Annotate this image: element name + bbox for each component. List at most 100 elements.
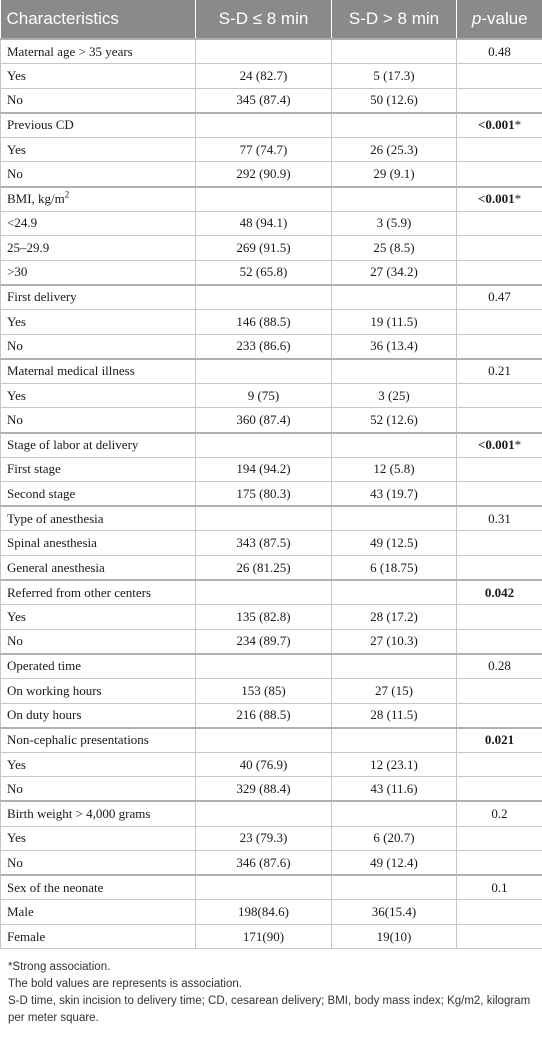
count-le-8: 175 (80.3) — [195, 481, 332, 507]
category-label-text: Maternal medical illness — [7, 363, 135, 379]
table-row: Yes 23 (79.3) 6 (20.7) — [0, 825, 542, 852]
empty-cell — [331, 874, 457, 901]
category-row: Operated time 0.28 — [0, 652, 542, 679]
count-gt-8: 52 (12.6) — [331, 407, 457, 433]
subgroup-label: Yes — [0, 309, 196, 335]
count-gt-8: 3 (5.9) — [331, 210, 457, 237]
count-gt-8: 49 (12.5) — [331, 530, 457, 556]
p-value: 0.2 — [456, 800, 542, 827]
header-sd-gt-8: S-D > 8 min — [331, 0, 457, 39]
count-gt-8: 5 (17.3) — [331, 63, 457, 89]
count-le-8: 146 (88.5) — [195, 309, 332, 335]
empty-cell — [456, 235, 542, 261]
count-gt-8: 27 (15) — [331, 677, 457, 704]
category-row: Previous CD <0.001* — [0, 111, 542, 138]
empty-cell — [195, 579, 332, 606]
footnote-abbreviations: S-D time, skin incision to delivery time… — [8, 995, 531, 1024]
p-value-text: <0.001 — [477, 191, 515, 207]
header-row: Characteristics S-D ≤ 8 min S-D > 8 min … — [0, 0, 542, 39]
p-value-text: 0.48 — [488, 43, 511, 59]
p-value-text: <0.001 — [477, 437, 515, 453]
count-gt-8: 27 (10.3) — [331, 628, 457, 655]
count-le-8: 343 (87.5) — [195, 530, 332, 556]
empty-cell — [195, 357, 332, 384]
empty-cell — [331, 652, 457, 679]
p-value-text: 0.28 — [488, 658, 511, 674]
empty-cell — [195, 431, 332, 458]
subgroup-label: Yes — [0, 825, 196, 852]
empty-cell — [331, 111, 457, 138]
subgroup-label: No — [0, 776, 196, 802]
count-le-8: 52 (65.8) — [195, 259, 332, 286]
category-label: Operated time — [0, 652, 196, 679]
footnote-bold-note: The bold values are represents is associ… — [8, 978, 242, 990]
table-row: No 233 (86.6) 36 (13.4) — [0, 333, 542, 360]
count-le-8: 329 (88.4) — [195, 776, 332, 802]
empty-cell — [331, 800, 457, 827]
empty-cell — [195, 111, 332, 138]
strong-association-marker: * — [514, 117, 522, 133]
category-row: Sex of the neonate 0.1 — [0, 874, 542, 901]
count-le-8: 194 (94.2) — [195, 456, 332, 483]
count-le-8: 77 (74.7) — [195, 136, 332, 163]
category-label-text: Sex of the neonate — [7, 879, 104, 895]
p-value: <0.001* — [456, 431, 542, 458]
p-value-text: 0.021 — [484, 732, 515, 748]
empty-cell — [456, 136, 542, 163]
category-label-text: Referred from other centers — [7, 584, 152, 600]
table-row: No 292 (90.9) 29 (9.1) — [0, 161, 542, 188]
subgroup-label: No — [0, 161, 196, 188]
empty-cell — [456, 628, 542, 655]
subgroup-label: Yes — [0, 382, 196, 409]
empty-cell — [456, 604, 542, 630]
category-row: Non-cephalic presentations 0.021 — [0, 726, 542, 753]
category-label: Birth weight > 4,000 grams — [0, 800, 196, 827]
count-le-8: 40 (76.9) — [195, 751, 332, 778]
count-le-8: 26 (81.25) — [195, 554, 332, 581]
category-label-superscript: 2 — [64, 189, 70, 200]
table-row: <24.9 48 (94.1) 3 (5.9) — [0, 210, 542, 237]
category-label-text: Non-cephalic presentations — [7, 732, 149, 748]
empty-cell — [195, 38, 332, 65]
empty-cell — [195, 800, 332, 827]
subgroup-label: No — [0, 628, 196, 655]
table-row: Yes 24 (82.7) 5 (17.3) — [0, 63, 542, 89]
empty-cell — [456, 309, 542, 335]
count-le-8: 345 (87.4) — [195, 87, 332, 114]
p-value-text: 0.31 — [488, 510, 511, 526]
count-gt-8: 6 (20.7) — [331, 825, 457, 852]
count-gt-8: 12 (23.1) — [331, 751, 457, 778]
empty-cell — [456, 333, 542, 360]
count-gt-8: 29 (9.1) — [331, 161, 457, 188]
category-label: Maternal medical illness — [0, 357, 196, 384]
empty-cell — [456, 481, 542, 507]
p-value: 0.48 — [456, 38, 542, 65]
count-le-8: 198(84.6) — [195, 899, 332, 925]
empty-cell — [456, 530, 542, 556]
empty-cell — [456, 161, 542, 188]
table-row: 25–29.9 269 (91.5) 25 (8.5) — [0, 235, 542, 261]
table-row: General anesthesia 26 (81.25) 6 (18.75) — [0, 554, 542, 581]
p-value: 0.021 — [456, 726, 542, 753]
subgroup-label: Yes — [0, 63, 196, 89]
table-row: On duty hours 216 (88.5) 28 (11.5) — [0, 702, 542, 729]
empty-cell — [456, 776, 542, 802]
count-gt-8: 50 (12.6) — [331, 87, 457, 114]
category-label-text: Maternal age > 35 years — [7, 43, 133, 59]
table-row: Yes 146 (88.5) 19 (11.5) — [0, 309, 542, 335]
header-sd-le-8: S-D ≤ 8 min — [195, 0, 332, 39]
subgroup-label: Yes — [0, 604, 196, 630]
subgroup-label: Spinal anesthesia — [0, 530, 196, 556]
empty-cell — [331, 726, 457, 753]
empty-cell — [195, 505, 332, 532]
header-characteristics: Characteristics — [0, 0, 196, 39]
empty-cell — [456, 702, 542, 729]
strong-association-marker: * — [514, 437, 522, 453]
empty-cell — [331, 185, 457, 212]
category-label-text: Type of anesthesia — [7, 510, 104, 526]
category-row: Referred from other centers 0.042 — [0, 579, 542, 606]
table-row: >30 52 (65.8) 27 (34.2) — [0, 259, 542, 286]
table-row: Yes 40 (76.9) 12 (23.1) — [0, 751, 542, 778]
empty-cell — [456, 554, 542, 581]
empty-cell — [195, 283, 332, 311]
